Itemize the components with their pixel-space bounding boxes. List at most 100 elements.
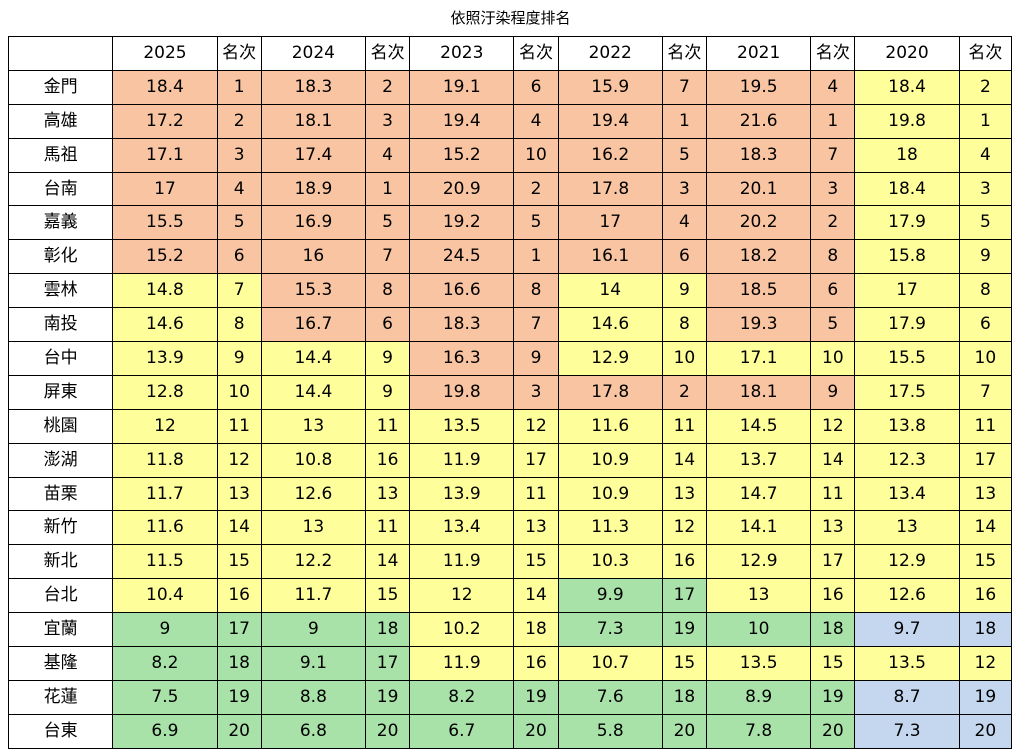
rank-cell: 13 — [216, 476, 262, 512]
city-cell: 新竹 — [7, 510, 114, 546]
rank-cell: 13 — [958, 476, 1013, 512]
city-cell: 花蓮 — [7, 679, 114, 715]
value-cell: 9.9 — [557, 578, 663, 614]
rank-cell: 6 — [513, 69, 559, 105]
rank-cell: 6 — [216, 239, 262, 275]
value-cell: 19.4 — [557, 103, 663, 139]
value-cell: 14.6 — [112, 307, 218, 343]
city-cell: 馬祖 — [7, 137, 114, 173]
value-cell: 15.5 — [112, 205, 218, 241]
header-row: 2025 名次 2024 名次 2023 名次 2022 名次 2021 名次 2020 名次 — [7, 36, 1013, 71]
rank-cell: 17 — [810, 544, 856, 580]
rank-cell: 16 — [365, 442, 411, 478]
rank-cell: 18 — [661, 679, 707, 715]
rank-cell: 20 — [365, 713, 411, 749]
rank-cell: 16 — [513, 646, 559, 681]
rank-cell: 15 — [661, 646, 707, 681]
rank-cell: 15 — [365, 578, 411, 614]
value-cell: 17.4 — [260, 137, 367, 173]
rank-cell: 12 — [661, 510, 707, 546]
value-cell: 12.6 — [260, 476, 367, 512]
table-row: 台東 6.9 20 6.8 20 6.7 20 5.8 20 7.8 20 7.3 20 — [7, 713, 1013, 749]
value-cell: 16.9 — [260, 205, 367, 241]
rank-cell: 7 — [216, 273, 262, 309]
value-cell: 18 — [854, 137, 960, 173]
value-cell: 5.8 — [557, 713, 663, 749]
rank-cell: 4 — [216, 171, 262, 207]
rank-cell: 5 — [513, 205, 559, 241]
table-row: 宜蘭 9 17 9 18 10.2 18 7.3 19 10 18 9.7 18 — [7, 612, 1013, 648]
value-cell: 18.3 — [260, 69, 367, 105]
rank-cell: 15 — [513, 544, 559, 580]
value-cell: 11.6 — [112, 510, 218, 546]
city-cell: 新北 — [7, 544, 114, 580]
value-cell: 12.8 — [112, 374, 218, 410]
value-cell: 24.5 — [409, 239, 515, 275]
value-cell: 12.6 — [854, 578, 960, 614]
rank-cell: 17 — [958, 442, 1013, 478]
rank-cell: 13 — [365, 476, 411, 512]
rank-cell: 7 — [810, 137, 856, 173]
value-cell: 17.8 — [557, 374, 663, 410]
rank-cell: 8 — [661, 307, 707, 343]
city-cell: 台中 — [7, 341, 114, 376]
value-cell: 17.9 — [854, 307, 960, 343]
value-cell: 6.9 — [112, 713, 218, 749]
value-cell: 13.9 — [112, 341, 218, 376]
rank-cell: 14 — [513, 578, 559, 614]
rank-cell: 20 — [958, 713, 1013, 749]
rank-cell: 9 — [958, 239, 1013, 275]
value-cell: 12.9 — [557, 341, 663, 376]
value-cell: 16.6 — [409, 273, 515, 309]
value-cell: 20.2 — [705, 205, 812, 241]
rank-cell: 9 — [661, 273, 707, 309]
value-cell: 12 — [112, 408, 218, 444]
value-cell: 12.9 — [854, 544, 960, 580]
table-row: 新竹 11.6 14 13 11 13.4 13 11.3 12 14.1 13 13 14 — [7, 510, 1013, 546]
rank-cell: 18 — [810, 612, 856, 648]
rank-cell: 11 — [661, 408, 707, 444]
rank-cell: 4 — [661, 205, 707, 241]
value-cell: 17.1 — [705, 341, 812, 376]
header-corner-cell — [7, 36, 114, 71]
value-cell: 20.1 — [705, 171, 812, 207]
rank-cell: 16 — [958, 578, 1013, 614]
value-cell: 19.2 — [409, 205, 515, 241]
rank-cell: 16 — [661, 544, 707, 580]
value-cell: 7.3 — [854, 713, 960, 749]
rank-cell: 13 — [810, 510, 856, 546]
value-cell: 13 — [705, 578, 812, 614]
rank-cell: 7 — [365, 239, 411, 275]
table-row: 新北 11.5 15 12.2 14 11.9 15 10.3 16 12.9 17 12.9 15 — [7, 544, 1013, 580]
rank-cell: 14 — [216, 510, 262, 546]
rank-cell: 18 — [365, 612, 411, 648]
city-cell: 台南 — [7, 171, 114, 207]
rank-cell: 6 — [365, 307, 411, 343]
value-cell: 11.6 — [557, 408, 663, 444]
header-rank: 名次 — [958, 36, 1013, 71]
rank-cell: 4 — [958, 137, 1013, 173]
rank-cell: 11 — [958, 408, 1013, 444]
rank-cell: 11 — [365, 408, 411, 444]
rank-cell: 9 — [810, 374, 856, 410]
value-cell: 13.4 — [854, 476, 960, 512]
value-cell: 17.9 — [854, 205, 960, 241]
value-cell: 6.7 — [409, 713, 515, 749]
rank-cell: 14 — [958, 510, 1013, 546]
rank-cell: 13 — [513, 510, 559, 546]
table-row: 桃園 12 11 13 11 13.5 12 11.6 11 14.5 12 13.8 11 — [7, 408, 1013, 444]
value-cell: 6.8 — [260, 713, 367, 749]
value-cell: 18.4 — [112, 69, 218, 105]
rank-cell: 15 — [216, 544, 262, 580]
rank-cell: 9 — [216, 341, 262, 376]
value-cell: 21.6 — [705, 103, 812, 139]
value-cell: 11.3 — [557, 510, 663, 546]
value-cell: 17.5 — [854, 374, 960, 410]
value-cell: 14.8 — [112, 273, 218, 309]
value-cell: 16.2 — [557, 137, 663, 173]
city-cell: 高雄 — [7, 103, 114, 139]
value-cell: 15.8 — [854, 239, 960, 275]
rank-cell: 19 — [365, 679, 411, 715]
value-cell: 13 — [260, 510, 367, 546]
table-row: 台北 10.4 16 11.7 15 12 14 9.9 17 13 16 12.6 16 — [7, 578, 1013, 614]
